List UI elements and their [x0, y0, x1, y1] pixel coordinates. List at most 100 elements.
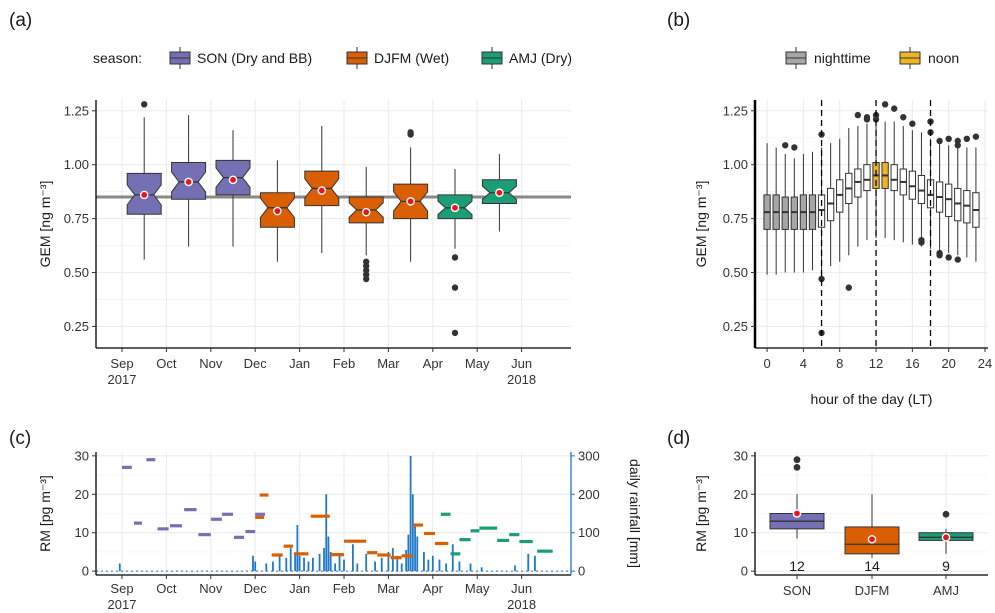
x-tick-label: 24: [978, 356, 992, 371]
panel-a-label: (a): [9, 10, 33, 31]
box-body: [917, 174, 926, 205]
box-body: [890, 164, 898, 192]
rainfall-bar: [325, 494, 328, 572]
rainfall-bar: [329, 551, 332, 572]
y-tick-label: 20: [734, 487, 748, 502]
box-outlier-point: [818, 275, 825, 283]
box-body: [790, 196, 798, 230]
x-tick-label: 16: [905, 356, 919, 371]
legend-label: SON (Dry and BB): [197, 50, 312, 66]
sample-count-label: 14: [864, 558, 880, 574]
box-outlier-point: [891, 105, 898, 112]
rainfall-bar: [272, 561, 274, 572]
box-outlier-point: [945, 254, 952, 261]
y-tick-label: 1.25: [64, 103, 89, 118]
legend-label: DJFM (Wet): [374, 50, 449, 66]
box-outlier-point: [936, 137, 943, 145]
box-mean-point: [361, 207, 371, 217]
box-outlier-point: [791, 144, 798, 151]
box-outlier-point: [793, 463, 801, 471]
rainfall-bar: [451, 544, 454, 572]
rainfall-bar: [387, 551, 390, 572]
rainfall-bar: [278, 553, 281, 572]
rainfall-bar: [343, 559, 345, 572]
x-tick-year-label: 2017: [108, 597, 137, 612]
box-outlier-point: [782, 142, 789, 149]
box-outlier-point: [451, 329, 459, 337]
x-tick-label: 8: [836, 356, 843, 371]
box-mean-point: [139, 190, 149, 200]
rainfall-bar: [445, 563, 448, 572]
box-outlier-point: [954, 142, 961, 149]
rainfall-bar: [318, 553, 321, 572]
rainfall-bar: [480, 567, 483, 572]
box-body: [963, 190, 971, 224]
x-tick-label: Oct: [156, 356, 177, 371]
box-mean-point: [184, 177, 193, 187]
x-tick-label: SON: [783, 583, 811, 598]
y-tick-label: 0: [741, 564, 748, 579]
rainfall-bar: [312, 557, 314, 572]
y-axis-title: RM [pg m⁻³]: [37, 475, 53, 552]
y-tick-label: 30: [75, 448, 89, 463]
rainfall-bar: [118, 563, 121, 572]
x-tick-label: Apr: [423, 581, 444, 596]
x-tick-label: 12: [869, 356, 883, 371]
box-outlier-point: [881, 101, 889, 108]
rainfall-bar: [334, 563, 337, 572]
rainfall-bar: [405, 550, 408, 572]
box-body: [781, 196, 789, 230]
rainfall-bar: [469, 563, 472, 572]
rainfall-bar: [338, 553, 341, 572]
panel-d-label: (d): [667, 428, 691, 449]
rainfall-bar: [303, 557, 305, 572]
x-tick-label: Sep: [110, 581, 133, 596]
rainfall-bar: [289, 548, 292, 572]
y2-axis-title: daily rainfall [mm]: [627, 459, 643, 568]
box-outlier-point: [972, 133, 980, 140]
x-tick-label: May: [465, 581, 490, 596]
x-tick-label: Jun: [511, 356, 532, 371]
x-tick-label: Jun: [511, 581, 532, 596]
y-tick-label: 0.50: [723, 265, 748, 280]
box-body: [826, 187, 835, 222]
x-tick-year-label: 2018: [507, 597, 536, 612]
box-outlier-point: [954, 256, 961, 263]
box-mean-point: [406, 197, 415, 206]
box-mean-point: [228, 175, 238, 185]
rainfall-bar: [458, 561, 461, 572]
x-tick-label: 0: [763, 356, 770, 371]
legend-title: season:: [93, 50, 142, 66]
box-outlier-point: [942, 510, 950, 518]
rainfall-bar: [527, 553, 530, 572]
box-outlier-point: [963, 135, 971, 143]
rainfall-bar: [374, 561, 376, 572]
rainfall-bar: [416, 536, 419, 572]
x-tick-label: Sep: [110, 356, 133, 371]
x-tick-label: Apr: [423, 356, 444, 371]
x-tick-label: Jan: [289, 581, 310, 596]
y2-tick-label: 300: [578, 448, 600, 463]
x-axis-title: hour of the day (LT): [811, 391, 933, 407]
x-tick-label: 20: [941, 356, 955, 371]
rainfall-bar: [351, 544, 354, 572]
y-tick-label: 0.50: [64, 265, 89, 280]
y-tick-label: 30: [734, 448, 748, 463]
box-outlier-point: [407, 129, 414, 136]
y-tick-label: 0.25: [723, 319, 748, 334]
box-outlier-point: [863, 114, 871, 121]
rainfall-bar: [534, 555, 536, 572]
y-tick-label: 1.00: [723, 157, 748, 172]
legend-label: nighttime: [814, 50, 871, 66]
box-mean-point: [450, 203, 460, 213]
box-mean-point: [941, 533, 951, 542]
box-outlier-point: [793, 456, 801, 464]
box-mean-point: [317, 186, 327, 195]
x-tick-label: Feb: [333, 581, 355, 596]
rainfall-bar: [285, 557, 288, 572]
rainfall-bar: [407, 534, 410, 572]
rainfall-bar: [365, 553, 368, 572]
x-tick-label: Dec: [244, 356, 268, 371]
rainfall-bar: [252, 555, 254, 572]
